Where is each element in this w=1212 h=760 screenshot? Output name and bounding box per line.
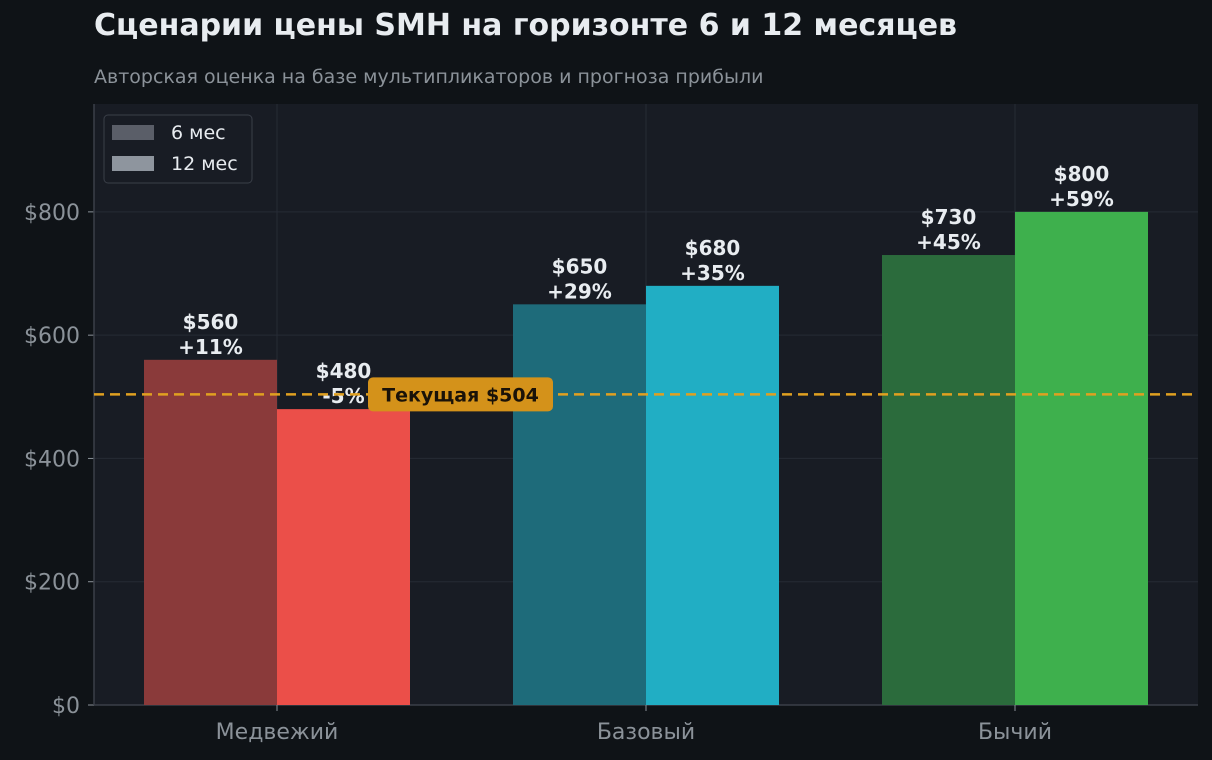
y-tick-label: $400 <box>24 447 80 472</box>
bar-value-label: $730 <box>921 205 977 229</box>
legend-swatch <box>112 156 154 171</box>
x-tick-label: Бычий <box>978 720 1052 745</box>
legend-swatch <box>112 125 154 140</box>
bar <box>1015 211 1148 705</box>
current-price-badge <box>368 377 553 412</box>
y-tick-label: $600 <box>24 324 80 349</box>
y-tick-label: $800 <box>24 201 80 226</box>
x-tick-label: Базовый <box>597 720 695 745</box>
bar <box>144 359 277 705</box>
legend-label: 12 мес <box>171 153 238 175</box>
bar <box>646 285 779 705</box>
current-price-label: Текущая $504 <box>382 384 539 406</box>
bar <box>513 304 646 705</box>
legend-label: 6 мес <box>171 122 226 144</box>
bar-value-label: $480 <box>316 359 372 383</box>
bar-change-label: +59% <box>1049 187 1114 211</box>
bar-change-label: +45% <box>916 230 981 254</box>
bar-value-label: $680 <box>685 236 741 260</box>
y-tick-label: $0 <box>52 694 80 719</box>
chart-title: Сценарии цены SMH на горизонте 6 и 12 ме… <box>94 8 958 43</box>
bar-value-label: $650 <box>552 254 608 278</box>
bar-value-label: $560 <box>183 310 239 334</box>
bar-change-label: -5% <box>322 384 364 408</box>
bar-change-label: +35% <box>680 261 745 285</box>
bar-change-label: +29% <box>547 279 612 303</box>
bar <box>277 409 410 705</box>
bar-value-label: $800 <box>1054 162 1110 186</box>
y-tick-label: $200 <box>24 571 80 596</box>
x-tick-label: Медвежий <box>216 720 339 745</box>
bar <box>882 255 1015 705</box>
chart-subtitle: Авторская оценка на базе мультипликаторо… <box>94 66 764 88</box>
bar-change-label: +11% <box>178 335 243 359</box>
